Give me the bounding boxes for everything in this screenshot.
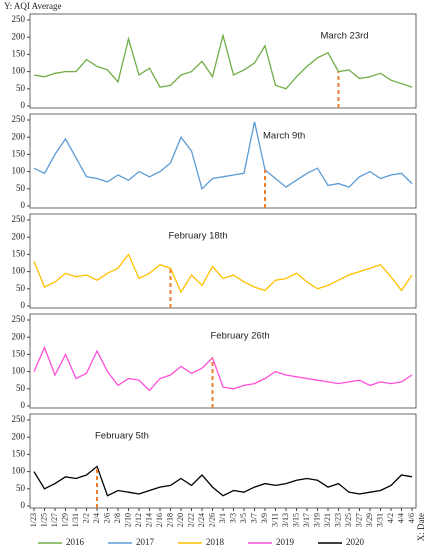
x-tick-label: 1/25 — [39, 513, 48, 527]
y-tick-label: 200 — [12, 31, 26, 41]
series-line — [33, 32, 413, 90]
y-tick-label: 100 — [12, 166, 26, 176]
y-tick-label: 200 — [12, 231, 26, 241]
x-tick-label: 1/27 — [50, 513, 59, 527]
x-axis-label: X: Date — [416, 513, 426, 541]
x-tick-label: 2/10 — [123, 513, 132, 527]
x-tick-label: 2/24 — [197, 513, 206, 527]
x-tick-label: 2/6 — [102, 513, 111, 523]
y-tick-label: 200 — [12, 331, 26, 341]
panel-frame — [29, 113, 417, 209]
y-tick-label: 200 — [12, 431, 26, 441]
annotation: February 18th — [169, 231, 228, 242]
y-tick-label: 50 — [16, 83, 26, 93]
series-line — [33, 465, 413, 497]
x-tick-label: 3/7 — [249, 513, 258, 523]
x-tick-label: 1/31 — [71, 513, 80, 527]
x-tick-label: 3/23 — [333, 513, 342, 527]
legend-label: 2017 — [136, 537, 155, 547]
y-tick-label: 50 — [16, 283, 26, 293]
annotation: February 26th — [211, 331, 270, 342]
x-tick-label: 3/17 — [302, 513, 311, 527]
x-tick-label: 2/18 — [165, 513, 174, 527]
x-tick-label: 3/11 — [270, 513, 279, 527]
y-tick-label: 250 — [12, 14, 26, 24]
y-tick-label: 200 — [12, 131, 26, 141]
y-tick-label: 50 — [16, 483, 26, 493]
y-tick-label: 100 — [12, 366, 26, 376]
x-tick-label: 2/4 — [92, 513, 101, 523]
x-tick-label: 2/16 — [155, 513, 164, 527]
x-tick-label: 3/27 — [354, 513, 363, 527]
x-tick-label: 3/25 — [344, 513, 353, 527]
y-tick-label: 250 — [12, 214, 26, 224]
y-tick-label: 150 — [12, 348, 26, 358]
x-tick-label: 1/29 — [60, 513, 69, 527]
x-tick-label: 3/1 — [218, 513, 227, 523]
x-tick-label: 3/19 — [312, 513, 321, 527]
y-tick-label: 150 — [12, 148, 26, 158]
legend-label: 2019 — [276, 537, 295, 547]
annotation: March 9th — [263, 131, 305, 142]
y-tick-label: 250 — [12, 414, 26, 424]
x-tick-label: 3/21 — [323, 513, 332, 527]
legend-label: 2018 — [206, 537, 225, 547]
annotation: March 23rd — [321, 31, 369, 42]
x-tick-label: 2/2 — [81, 513, 90, 523]
y-tick-label: 100 — [12, 66, 26, 76]
series-line — [33, 345, 413, 392]
legend-label: 2020 — [346, 537, 365, 547]
y-tick-label: 0 — [21, 400, 26, 410]
y-tick-label: 250 — [12, 314, 26, 324]
y-tick-label: 100 — [12, 266, 26, 276]
x-tick-label: 3/15 — [291, 513, 300, 527]
y-axis-label: Y: AQI Average — [4, 1, 62, 11]
x-tick-label: 3/31 — [375, 513, 384, 527]
x-tick-label: 3/9 — [260, 513, 269, 523]
x-tick-label: 4/2 — [386, 513, 395, 523]
legend-label: 2016 — [66, 537, 85, 547]
x-tick-label: 4/6 — [407, 513, 416, 523]
x-tick-label: 2/20 — [176, 513, 185, 527]
y-tick-label: 0 — [21, 500, 26, 510]
y-tick-label: 100 — [12, 466, 26, 476]
y-tick-label: 0 — [21, 300, 26, 310]
x-tick-label: 2/8 — [113, 513, 122, 523]
y-tick-label: 150 — [12, 448, 26, 458]
y-tick-label: 50 — [16, 383, 26, 393]
panel-frame — [29, 13, 417, 109]
x-tick-label: 1/23 — [29, 513, 38, 527]
x-tick-label: 4/4 — [396, 513, 405, 523]
y-tick-label: 150 — [12, 248, 26, 258]
y-tick-label: 250 — [12, 114, 26, 124]
y-tick-label: 150 — [12, 48, 26, 58]
annotation: February 5th — [95, 431, 149, 442]
series-line — [33, 253, 413, 294]
y-tick-label: 50 — [16, 183, 26, 193]
x-tick-label: 2/14 — [144, 513, 153, 527]
x-tick-label: 2/12 — [134, 513, 143, 527]
x-tick-label: 3/3 — [228, 513, 237, 523]
y-tick-label: 0 — [21, 100, 26, 110]
series-line — [33, 121, 413, 191]
x-tick-label: 3/13 — [281, 513, 290, 527]
panel-frame — [29, 313, 417, 409]
x-tick-label: 2/26 — [207, 513, 216, 527]
y-tick-label: 0 — [21, 200, 26, 210]
x-tick-label: 3/29 — [365, 513, 374, 527]
panel-frame — [29, 213, 417, 309]
x-tick-label: 3/5 — [239, 513, 248, 523]
x-tick-label: 2/22 — [186, 513, 195, 527]
